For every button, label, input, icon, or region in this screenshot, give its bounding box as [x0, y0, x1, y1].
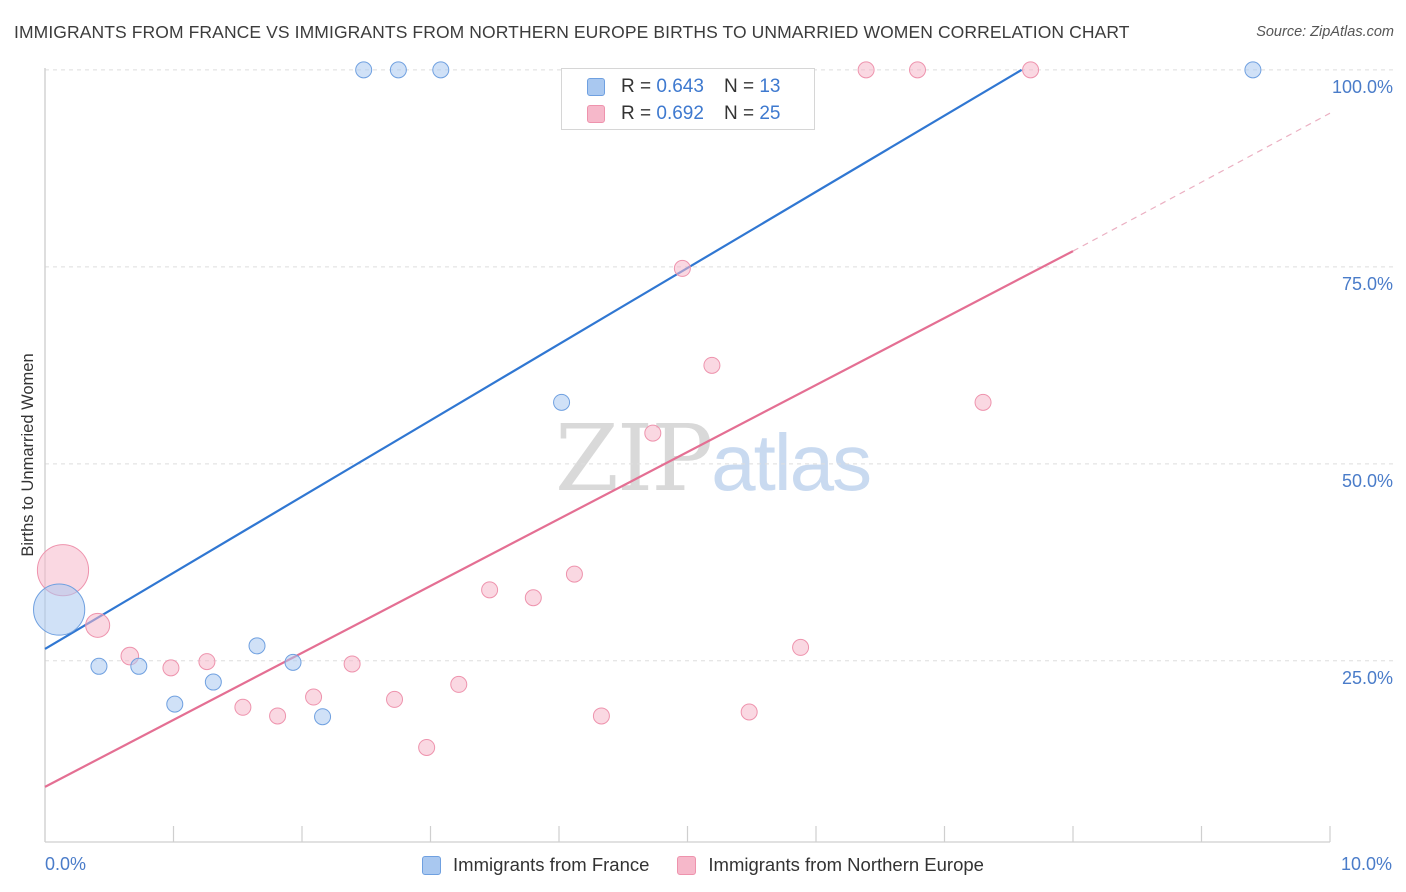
data-point [703, 356, 721, 374]
data-point [343, 655, 361, 673]
x-tick-label: 0.0% [45, 854, 86, 874]
n-value: 13 [759, 76, 781, 97]
chart-title: IMMIGRANTS FROM FRANCE VS IMMIGRANTS FRO… [14, 22, 1130, 42]
n-label: N = [723, 76, 755, 97]
data-point [162, 659, 180, 677]
data-point [565, 565, 583, 583]
data-point [740, 703, 758, 721]
r-label: R = [621, 103, 652, 124]
data-point [85, 612, 111, 638]
r-value: 0.692 [656, 103, 704, 124]
data-point [90, 657, 108, 675]
n-label: N = [723, 103, 755, 124]
trend-line [44, 68, 1023, 650]
data-point [33, 583, 86, 636]
data-point [432, 61, 450, 79]
legend-swatch-france [587, 78, 605, 96]
watermark-zip: ZIP [555, 405, 713, 512]
x-tick-label: 10.0% [1341, 854, 1392, 874]
data-point [234, 698, 252, 716]
data-point [857, 61, 875, 79]
data-point [166, 695, 184, 713]
data-point [974, 393, 992, 411]
data-point [1022, 61, 1040, 79]
y-tick-label: 100.0% [1332, 77, 1393, 97]
legend-item-northern-europe[interactable]: Immigrants from Northern Europe [677, 852, 984, 878]
r-label: R = [621, 76, 652, 97]
legend-row-france: R = 0.643 N = 13 [587, 75, 780, 99]
correlation-legend: R = 0.643 N = 13 R = 0.692 N = 25 [561, 68, 815, 130]
legend-label-northern-europe: Immigrants from Northern Europe [708, 854, 984, 875]
data-point [389, 61, 407, 79]
data-point [269, 707, 287, 725]
trend-line [44, 250, 1074, 788]
y-tick-label: 25.0% [1342, 668, 1393, 688]
data-point [481, 581, 499, 599]
watermark: ZIPatlas [555, 405, 872, 512]
data-point [305, 688, 323, 706]
data-point [314, 708, 332, 726]
y-tick-label: 75.0% [1342, 274, 1393, 294]
legend-row-northern-europe: R = 0.692 N = 25 [587, 102, 780, 126]
data-points [33, 61, 1262, 756]
series-legend: Immigrants from France Immigrants from N… [0, 852, 1406, 878]
data-point [673, 259, 691, 277]
n-value: 25 [759, 103, 781, 124]
data-point [418, 738, 436, 756]
trend-line-extension [1072, 112, 1331, 252]
data-point [248, 637, 266, 655]
y-tick-label: 50.0% [1342, 471, 1393, 491]
data-point [355, 61, 373, 79]
r-value: 0.643 [656, 76, 704, 97]
data-point [204, 673, 222, 691]
data-point [524, 589, 542, 607]
data-point [198, 653, 216, 671]
legend-item-france[interactable]: Immigrants from France [422, 852, 649, 878]
trend-lines [44, 68, 1331, 788]
data-point [450, 675, 468, 693]
data-point [284, 653, 302, 671]
data-point [1244, 61, 1262, 79]
legend-swatch-northern-europe [587, 105, 605, 123]
data-point [130, 657, 148, 675]
legend-swatch-northern-europe [677, 855, 697, 875]
axis-labels: 25.0% 50.0% 75.0% 100.0% 0.0% 10.0% Births to … [19, 77, 1393, 874]
legend-swatch-france [422, 855, 442, 875]
data-point [553, 393, 571, 411]
data-point [592, 707, 610, 725]
legend-label-france: Immigrants from France [453, 854, 650, 875]
data-point [792, 638, 810, 656]
source-credit: Source: ZipAtlas.com [1256, 24, 1394, 40]
axes [44, 68, 1331, 843]
data-point [386, 690, 404, 708]
data-point [644, 424, 662, 442]
y-axis-title: Births to Unmarried Women [19, 353, 37, 556]
watermark-atlas: atlas [711, 418, 872, 507]
data-point [909, 61, 927, 79]
